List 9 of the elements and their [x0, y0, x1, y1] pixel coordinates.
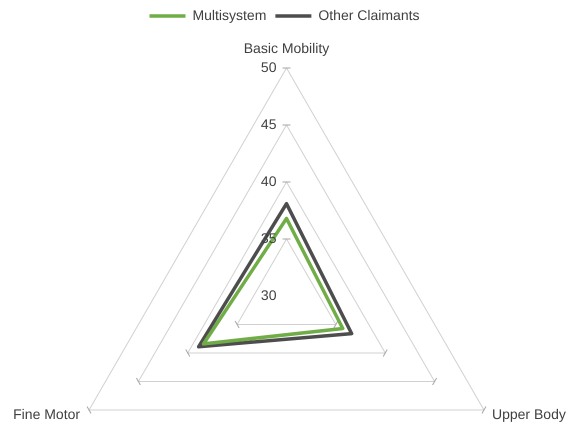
y-tick-label: 45 [260, 116, 277, 132]
y-tick-label: 40 [260, 172, 277, 189]
y-tick-label: 30 [260, 286, 277, 303]
spoke-label: Basic Mobility [244, 40, 330, 56]
spoke-label: Fine Motor [13, 406, 80, 422]
legend-label: Other Claimants [318, 6, 420, 23]
spoke-label: Upper Body [492, 406, 566, 422]
legend-label: Multisystem [192, 6, 266, 23]
y-tick-label: 50 [260, 58, 277, 75]
